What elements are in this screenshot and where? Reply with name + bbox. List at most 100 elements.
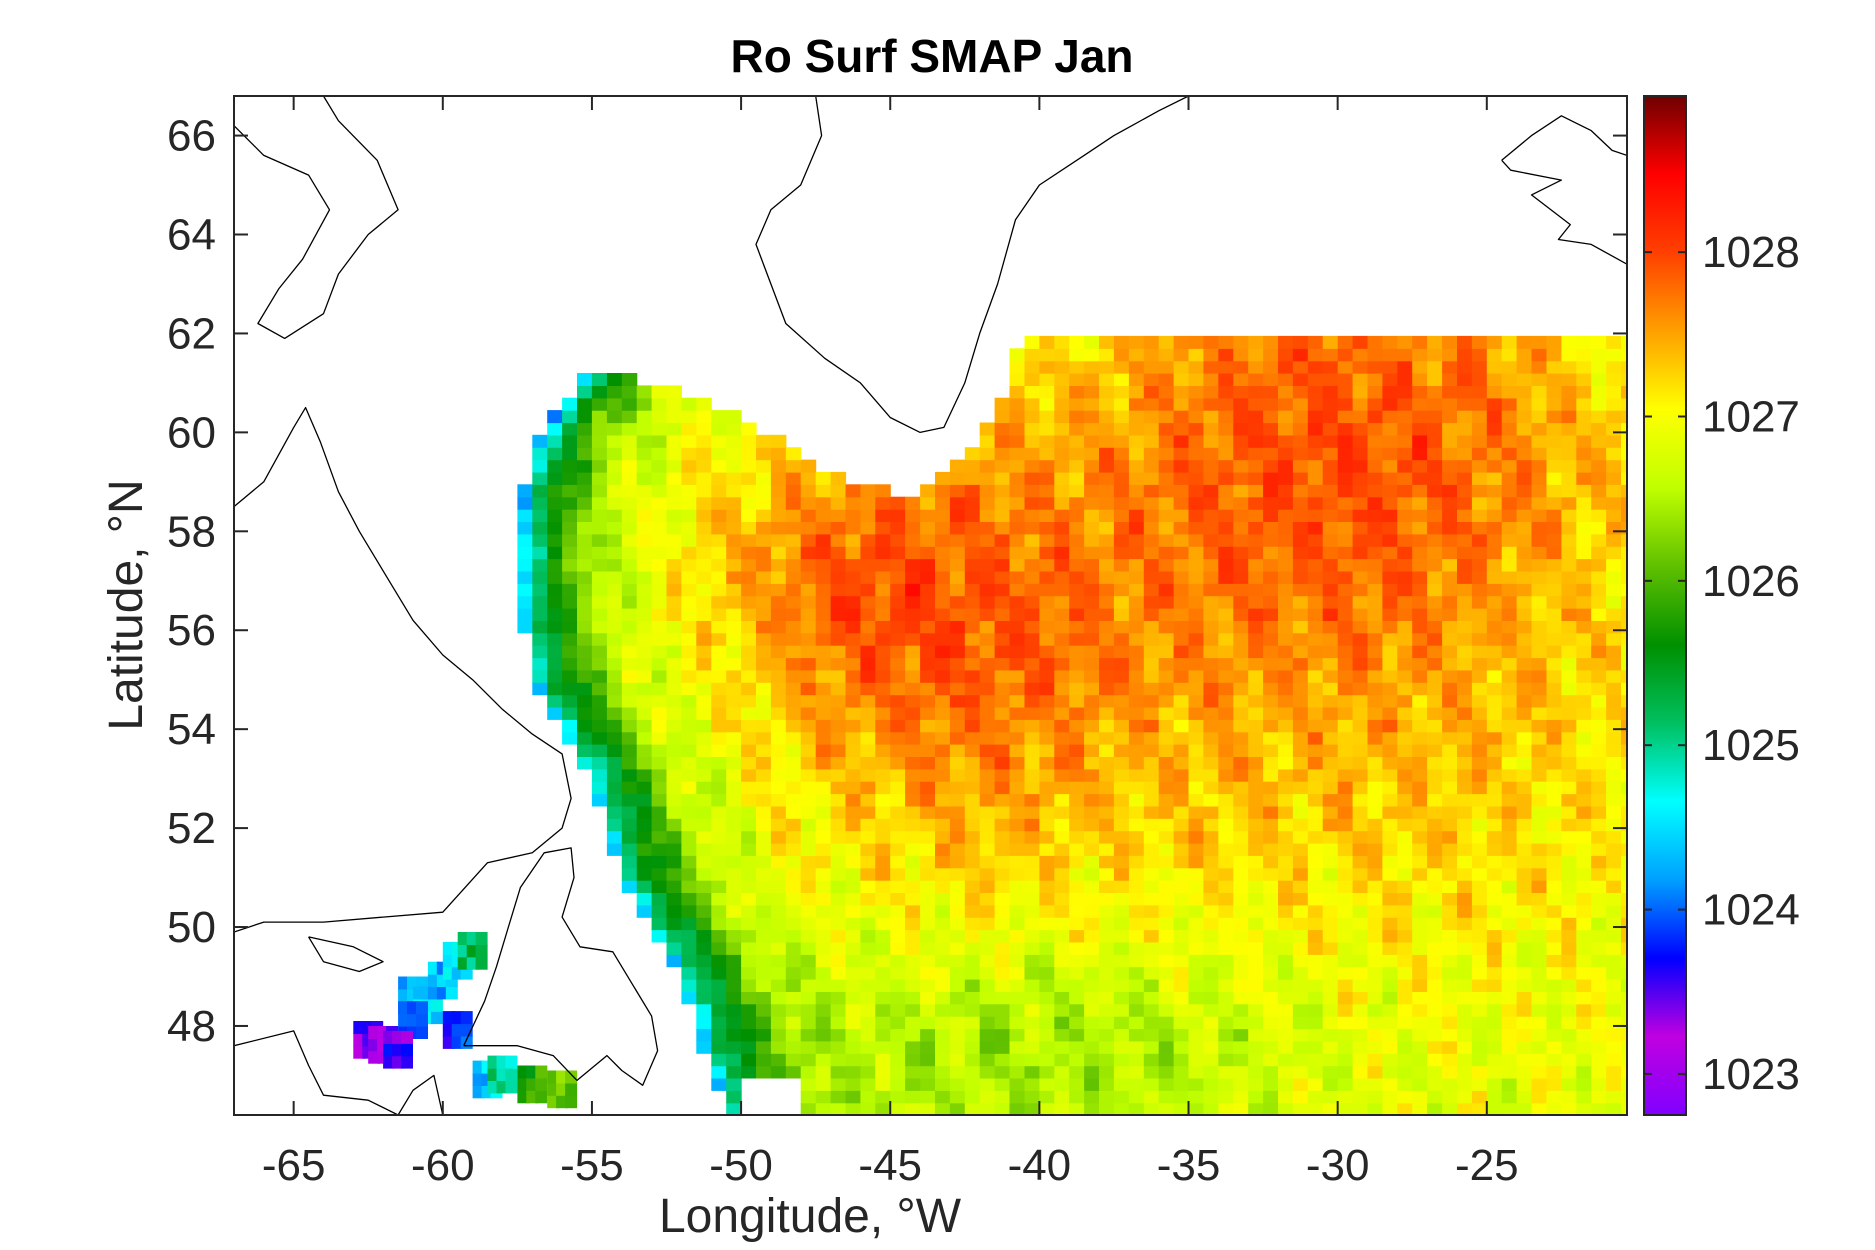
density-cell [845,744,861,757]
density-cell [1113,645,1130,659]
density-cell [875,496,891,510]
density-cell [785,979,802,992]
density-cell [979,855,996,869]
density-cell [905,682,921,696]
density-cell [1412,669,1428,683]
density-cell [1501,706,1518,720]
density-cell [1486,966,1503,980]
density-cell [1531,570,1547,584]
density-cell [1263,657,1279,671]
density-cell [1486,979,1503,992]
density-cell [1606,694,1622,708]
density-cell [1501,533,1518,547]
density-cell [1292,744,1309,757]
density-cell [1442,558,1458,572]
density-cell [1516,570,1533,584]
density-cell [1367,410,1383,424]
density-cell [1561,842,1577,856]
density-cell [651,546,668,560]
density-cell [681,805,697,819]
density-cell [1233,533,1249,547]
density-cell [994,620,1011,634]
density-cell [1009,793,1025,807]
density-cell [1531,991,1547,1005]
density-cell [1561,335,1577,349]
density-cell [1278,682,1294,696]
density-cell [964,1090,981,1104]
density-cell [666,682,682,696]
density-cell [1352,929,1369,943]
density-cell [1427,360,1443,374]
density-cell [890,855,906,869]
density-cell [994,818,1011,832]
density-cell [1591,645,1607,659]
density-cell [1263,842,1279,856]
density-cell [711,694,727,708]
density-cell [1516,521,1533,535]
density-cell [1367,793,1383,807]
density-cell [1069,496,1085,510]
density-cell [1606,1065,1622,1079]
density-cell [1412,706,1428,720]
density-cell [1427,842,1443,856]
density-cell [1099,1065,1115,1079]
density-cell [1248,434,1264,448]
density-cell [1218,397,1234,411]
density-cell [1113,818,1130,832]
density-cell [1531,1040,1547,1054]
density-cell [1069,744,1085,757]
density-cell [1128,459,1145,473]
density-cell [1471,719,1488,733]
density-cell [875,509,891,522]
density-cell [1486,570,1503,584]
density-cell [1501,410,1518,424]
density-cell [845,669,861,683]
density-cell [591,756,608,770]
density-cell [1516,1040,1533,1054]
density-cell [1009,348,1025,362]
density-cell [1427,768,1443,782]
density-cell [890,546,906,560]
density-cell [1113,1028,1130,1042]
y-tick-label: 54 [167,705,216,754]
density-cell [920,645,936,659]
density-cell [1143,682,1160,696]
density-cell [1307,348,1324,362]
density-cell [1576,1065,1592,1079]
density-cell [1113,410,1130,424]
density-cell [1292,793,1309,807]
density-cell [1382,348,1398,362]
density-cell [1576,793,1592,807]
density-cell [1113,768,1130,782]
density-cell [756,805,772,819]
density-cell [1024,533,1040,547]
density-cell [1486,1040,1503,1054]
density-cell [1382,1003,1398,1017]
density-cell [1606,521,1622,535]
density-cell [1278,1040,1294,1054]
density-cell [800,657,817,671]
density-cell [606,818,623,832]
density-cell [949,719,966,733]
density-cell [800,682,817,696]
density-cell [1009,756,1025,770]
density-cell [1442,509,1458,522]
density-cell [994,991,1011,1005]
density-cell [1233,855,1249,869]
density-cell [1322,781,1339,795]
density-cell [1412,781,1428,795]
density-cell [1292,447,1309,461]
density-cell [1173,657,1190,671]
density-cell [1427,583,1443,597]
density-cell [1278,892,1294,906]
density-cell [1248,1077,1264,1091]
density-cell [1471,570,1488,584]
density-cell [1292,719,1309,733]
density-cell [949,991,966,1005]
density-cell [1352,620,1369,634]
density-cell [1322,397,1339,411]
density-cell [1322,793,1339,807]
density-cell [1382,719,1398,733]
density-cell [905,645,921,659]
density-cell [1233,954,1249,968]
